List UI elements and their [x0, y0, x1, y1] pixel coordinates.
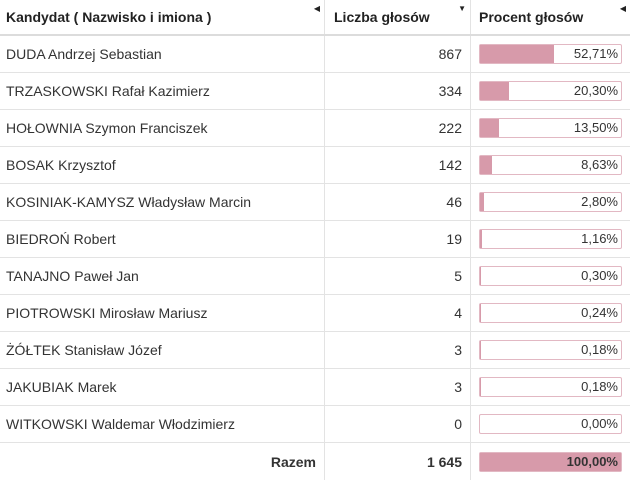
table-row: BIEDROŃ Robert 19 1,16%: [0, 221, 630, 258]
candidate-name: ŻÓŁTEK Stanisław Józef: [0, 332, 325, 368]
candidate-name: TANAJNO Paweł Jan: [0, 258, 325, 294]
table-row: JAKUBIAK Marek 3 0,18%: [0, 369, 630, 406]
candidate-name: KOSINIAK-KAMYSZ Władysław Marcin: [0, 184, 325, 220]
percent-bar: 52,71%: [479, 44, 622, 64]
total-row: Razem 1 645 100,00%: [0, 443, 630, 480]
vote-count: 222: [325, 110, 471, 146]
percent-cell: 0,24%: [471, 295, 630, 331]
percent-bar-fill: [480, 156, 493, 174]
percent-bar-fill: [480, 45, 555, 63]
sort-arrow-icon[interactable]: ▼: [458, 4, 466, 13]
percent-value: 0,24%: [581, 305, 618, 320]
percent-value: 1,16%: [581, 231, 618, 246]
candidate-name: TRZASKOWSKI Rafał Kazimierz: [0, 73, 325, 109]
candidate-name: BIEDROŃ Robert: [0, 221, 325, 257]
vote-count: 0: [325, 406, 471, 442]
percent-value: 100,00%: [566, 453, 618, 469]
candidate-name: PIOTROWSKI Mirosław Mariusz: [0, 295, 325, 331]
vote-count: 867: [325, 36, 471, 72]
candidate-name: BOSAK Krzysztof: [0, 147, 325, 183]
percent-bar: 20,30%: [479, 81, 622, 101]
table-row: PIOTROWSKI Mirosław Mariusz 4 0,24%: [0, 295, 630, 332]
table-row: KOSINIAK-KAMYSZ Władysław Marcin 46 2,80%: [0, 184, 630, 221]
percent-cell: 0,00%: [471, 406, 630, 442]
candidate-name: WITKOWSKI Waldemar Włodzimierz: [0, 406, 325, 442]
total-percent-cell: 100,00%: [471, 443, 630, 480]
vote-count: 142: [325, 147, 471, 183]
percent-cell: 52,71%: [471, 36, 630, 72]
percent-cell: 1,16%: [471, 221, 630, 257]
table-header: Kandydat ( Nazwisko i imiona ) ◀ Liczba …: [0, 0, 630, 36]
column-header-percent[interactable]: Procent głosów ◀: [471, 0, 630, 34]
percent-value: 2,80%: [581, 194, 618, 209]
vote-count: 4: [325, 295, 471, 331]
table-row: BOSAK Krzysztof 142 8,63%: [0, 147, 630, 184]
percent-cell: 0,30%: [471, 258, 630, 294]
sort-arrow-icon[interactable]: ◀: [313, 4, 320, 13]
vote-count: 3: [325, 332, 471, 368]
percent-cell: 2,80%: [471, 184, 630, 220]
percent-bar: 0,18%: [479, 340, 622, 360]
column-header-percent-label: Procent głosów: [479, 9, 584, 25]
percent-value: 8,63%: [581, 157, 618, 172]
table-row: ŻÓŁTEK Stanisław Józef 3 0,18%: [0, 332, 630, 369]
percent-value: 0,18%: [581, 379, 618, 394]
total-label: Razem: [0, 443, 325, 480]
column-header-name[interactable]: Kandydat ( Nazwisko i imiona ) ◀: [0, 0, 325, 34]
percent-bar: 0,24%: [479, 303, 622, 323]
column-header-votes-label: Liczba głosów: [334, 9, 430, 25]
table-body: DUDA Andrzej Sebastian 867 52,71% TRZASKOWS…: [0, 36, 630, 443]
candidate-name: HOŁOWNIA Szymon Franciszek: [0, 110, 325, 146]
percent-value: 0,30%: [581, 268, 618, 283]
vote-count: 19: [325, 221, 471, 257]
percent-bar: 1,16%: [479, 229, 622, 249]
candidate-name: DUDA Andrzej Sebastian: [0, 36, 325, 72]
percent-value: 0,18%: [581, 342, 618, 357]
table-row: WITKOWSKI Waldemar Włodzimierz 0 0,00%: [0, 406, 630, 443]
percent-value: 0,00%: [581, 416, 618, 431]
percent-bar: 100,00%: [479, 451, 622, 472]
percent-bar: 13,50%: [479, 118, 622, 138]
percent-cell: 0,18%: [471, 332, 630, 368]
column-header-votes[interactable]: Liczba głosów ▼: [325, 0, 471, 34]
vote-count: 5: [325, 258, 471, 294]
percent-bar-fill: [480, 230, 482, 248]
percent-bar-fill: [480, 119, 500, 137]
percent-bar-fill: [480, 82, 509, 100]
percent-value: 20,30%: [573, 83, 618, 98]
percent-cell: 20,30%: [471, 73, 630, 109]
percent-bar-fill: [480, 452, 621, 471]
percent-bar: 0,30%: [479, 266, 622, 286]
percent-cell: 0,18%: [471, 369, 630, 405]
vote-count: 334: [325, 73, 471, 109]
percent-bar: 8,63%: [479, 155, 622, 175]
percent-value: 52,71%: [573, 46, 618, 61]
candidate-name: JAKUBIAK Marek: [0, 369, 325, 405]
table-row: TANAJNO Paweł Jan 5 0,30%: [0, 258, 630, 295]
total-votes: 1 645: [325, 443, 471, 480]
percent-value: 13,50%: [573, 120, 618, 135]
percent-cell: 13,50%: [471, 110, 630, 146]
percent-bar-fill: [480, 193, 484, 211]
vote-count: 46: [325, 184, 471, 220]
table-row: DUDA Andrzej Sebastian 867 52,71%: [0, 36, 630, 73]
sort-arrow-icon[interactable]: ◀: [619, 4, 626, 13]
table-row: HOŁOWNIA Szymon Franciszek 222 13,50%: [0, 110, 630, 147]
table-row: TRZASKOWSKI Rafał Kazimierz 334 20,30%: [0, 73, 630, 110]
percent-bar: 0,18%: [479, 377, 622, 397]
percent-cell: 8,63%: [471, 147, 630, 183]
vote-count: 3: [325, 369, 471, 405]
percent-bar: 0,00%: [479, 414, 622, 434]
percent-bar: 2,80%: [479, 192, 622, 212]
column-header-name-label: Kandydat ( Nazwisko i imiona ): [6, 9, 212, 25]
